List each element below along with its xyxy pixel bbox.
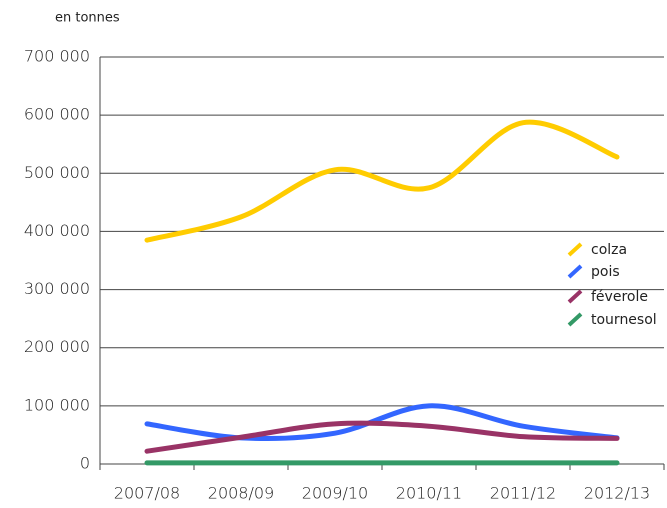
legend-swatch (567, 312, 583, 327)
y-tick-label: 0 (80, 454, 90, 473)
legend-swatch (567, 289, 583, 304)
x-tick-label: 2007/08 (114, 484, 180, 503)
legend-swatch (567, 264, 583, 279)
x-tick-label: 2008/09 (208, 484, 274, 503)
legend-label: féverole (591, 289, 648, 305)
y-tick-label: 300 000 (24, 279, 90, 298)
x-tick-label: 2011/12 (490, 484, 556, 503)
series-line (144, 119, 620, 243)
y-tick-label: 700 000 (24, 47, 90, 66)
series-line (144, 420, 620, 454)
y-tick-label: 600 000 (24, 105, 90, 124)
legend-label: pois (591, 264, 620, 280)
legend-label: colza (591, 242, 627, 258)
y-axis-label: en tonnes (55, 11, 120, 26)
y-tick-label: 500 000 (24, 163, 90, 182)
y-tick-label: 200 000 (24, 337, 90, 356)
x-tick-label: 2012/13 (584, 484, 650, 503)
y-tick-label: 400 000 (24, 221, 90, 240)
x-tick-label: 2010/11 (396, 484, 462, 503)
legend-swatch (567, 242, 583, 257)
x-tick-label: 2009/10 (302, 484, 368, 503)
y-tick-label: 100 000 (24, 395, 90, 414)
legend-label: tournesol (591, 312, 657, 328)
